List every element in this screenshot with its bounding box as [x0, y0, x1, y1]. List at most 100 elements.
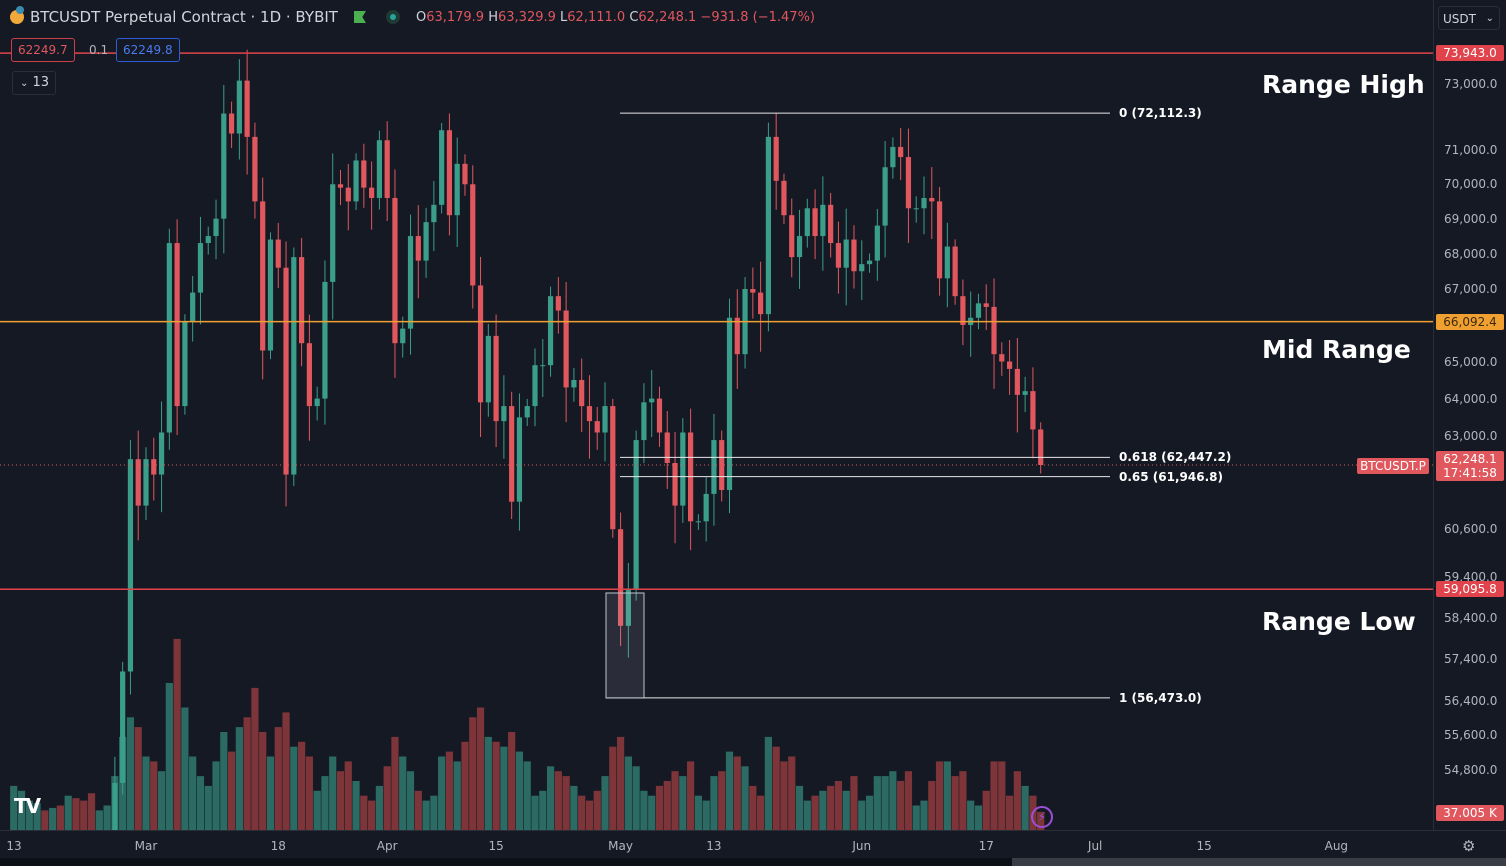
volume-bar — [298, 741, 306, 830]
candle-body — [602, 406, 608, 433]
candle-body — [509, 406, 515, 502]
time-label: Apr — [376, 839, 398, 853]
candle-body — [905, 157, 912, 209]
volume-bar — [1005, 795, 1014, 830]
volume-bar — [733, 756, 741, 830]
volume-bar — [928, 781, 936, 830]
candle-body — [516, 417, 523, 502]
price-axis[interactable]: USDT ⌄ 73,000.0 71,000.0 70,000.0 69,000.0 68… — [1433, 0, 1506, 830]
current-price-tag: 62,248.1 17:41:58 — [1436, 451, 1504, 481]
settings-gear-icon[interactable]: ⚙ — [1462, 837, 1476, 855]
candle-body — [835, 243, 842, 268]
symbol-price-tag: BTCUSDT.P — [1357, 458, 1429, 474]
time-label: 13 — [6, 839, 22, 853]
candle-body — [524, 406, 530, 418]
candle-body — [898, 146, 904, 158]
candle-body — [151, 459, 157, 475]
volume-bar — [585, 800, 594, 830]
volume-bar — [795, 785, 804, 830]
candle-body — [228, 113, 235, 134]
candle-body — [275, 239, 281, 268]
candle-body — [197, 243, 204, 293]
candle-body — [936, 201, 943, 279]
volume-bar — [87, 793, 96, 830]
candle-body — [260, 201, 266, 351]
time-label: Jul — [1087, 839, 1103, 853]
volume-bar — [788, 756, 796, 830]
volume-bar — [399, 756, 407, 830]
volume-bar — [609, 746, 617, 830]
sell-button[interactable]: 62249.7 — [11, 38, 75, 62]
candle-body — [999, 354, 1005, 362]
price-tick: 67,000.0 — [1444, 282, 1498, 297]
candle-body — [843, 239, 849, 268]
candle-body — [594, 421, 600, 433]
volume-bar — [352, 781, 360, 830]
navigator-strip[interactable] — [0, 858, 1012, 866]
indicators-toggle[interactable]: ⌄ 13 — [12, 71, 56, 95]
chevron-down-icon: ⌄ — [1485, 13, 1494, 24]
volume-bar — [422, 800, 430, 830]
volume-bar — [329, 756, 337, 830]
price-tick: 73,000.0 — [1444, 76, 1498, 91]
candle-body — [890, 146, 896, 168]
volume-bar — [80, 800, 88, 830]
candles — [112, 49, 1044, 830]
volume-bar — [235, 727, 243, 830]
candle-body — [244, 80, 250, 137]
candle-body — [828, 204, 834, 244]
volume-bar — [126, 717, 135, 830]
volume-bar — [858, 800, 866, 830]
currency-select[interactable]: USDT ⌄ — [1438, 6, 1500, 30]
candle-body — [859, 264, 865, 272]
candle-body — [726, 317, 733, 491]
volume-bar — [64, 795, 72, 830]
volume-bar — [959, 771, 967, 830]
volume-bar — [889, 771, 897, 830]
time-label: May — [608, 839, 633, 853]
volume-bar — [95, 810, 103, 830]
fib-label: 1 (56,473.0) — [1119, 690, 1202, 705]
volume-bar — [196, 776, 205, 830]
candle-body — [991, 306, 997, 355]
time-axis[interactable]: 13 Mar 18 Apr 15 May 13 Jun 17 Jul 15 Aug ⚙ — [0, 830, 1506, 859]
candle-body — [625, 589, 631, 626]
volume-bar — [710, 776, 718, 830]
btc-coin-icon — [10, 6, 24, 24]
volume-bar — [998, 761, 1006, 830]
price-tick: 54,800.0 — [1444, 762, 1498, 777]
candle-body — [322, 281, 328, 399]
candle-body — [789, 215, 795, 258]
market-status-icon — [385, 10, 400, 24]
volume-bars — [10, 638, 1045, 830]
buy-button[interactable]: 62249.8 — [116, 38, 180, 62]
candle-body — [423, 222, 429, 261]
volume-bar — [406, 771, 415, 830]
volume-bar — [438, 756, 446, 830]
candle-body — [306, 343, 312, 407]
candle-body — [252, 136, 258, 202]
symbol-title[interactable]: BTCUSDT Perpetual Contract · 1D · BYBIT — [30, 8, 338, 26]
candle-body — [913, 208, 919, 210]
candle-body — [143, 459, 149, 506]
volume-bar — [33, 803, 41, 830]
volume-bar — [679, 776, 687, 830]
time-label: Jun — [852, 839, 872, 853]
candle-body — [493, 335, 499, 422]
candle-body — [866, 260, 873, 265]
candle-body — [470, 184, 476, 286]
lightning-icon[interactable]: ⚡ — [1031, 806, 1053, 828]
volume-bar — [313, 790, 321, 830]
volume-bar — [655, 785, 664, 830]
volume-bar — [554, 771, 562, 830]
volume-bar — [920, 800, 928, 830]
volume-bar — [764, 736, 772, 830]
candle-body — [1030, 391, 1036, 430]
volume-bar — [850, 776, 858, 830]
tradingview-logo-icon[interactable]: TV — [14, 794, 41, 818]
flag-icon[interactable] — [353, 11, 366, 23]
candle-body — [960, 296, 966, 325]
candle-body — [695, 521, 701, 523]
navigator-scrollbar[interactable] — [1012, 858, 1506, 866]
